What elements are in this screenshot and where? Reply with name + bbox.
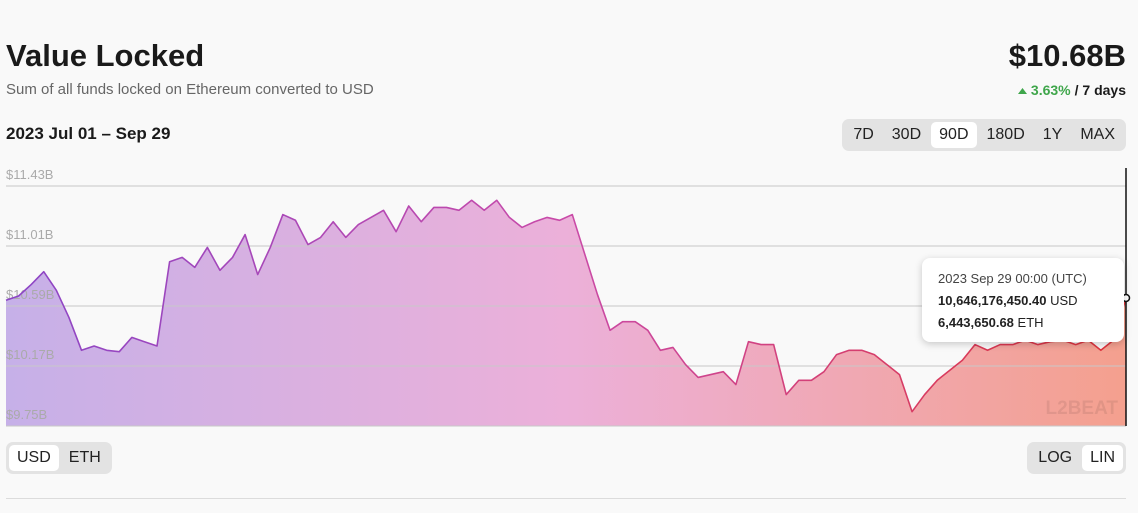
subtitle: Sum of all funds locked on Ethereum conv…	[6, 81, 374, 98]
range-button[interactable]: 180D	[986, 126, 1025, 143]
watermark: L2BEAT	[1046, 398, 1119, 419]
y-tick-label: $10.59B	[6, 287, 54, 302]
title: Value Locked	[6, 38, 205, 73]
tooltip-usd-value: 10,646,176,450.40	[938, 293, 1047, 308]
range-button[interactable]: 90D	[931, 122, 977, 148]
total-value: $10.68B	[1008, 38, 1126, 73]
date-range: 2023 Jul 01 – Sep 29	[6, 124, 171, 143]
scale-button[interactable]: LIN	[1082, 445, 1123, 471]
scale-button[interactable]: LOG	[1038, 449, 1073, 466]
range-button[interactable]: 7D	[853, 126, 874, 143]
range-selector: 7D 30D 90D 180D 1Y MAX	[842, 119, 1126, 151]
tooltip-usd-unit: USD	[1050, 293, 1078, 308]
divider	[6, 498, 1126, 499]
y-tick-label: $10.17B	[6, 347, 54, 362]
tooltip-eth: 6,443,650.68 ETH	[938, 312, 1108, 334]
y-tick-label: $11.01B	[6, 227, 53, 242]
tooltip: 2023 Sep 29 00:00 (UTC) 10,646,176,450.4…	[922, 258, 1124, 342]
range-button[interactable]: MAX	[1080, 126, 1115, 143]
tooltip-eth-value: 6,443,650.68	[938, 315, 1014, 330]
change-period: / 7 days	[1074, 82, 1126, 98]
area	[6, 200, 1126, 426]
line	[5, 199, 1127, 413]
scale-selector: LOG LIN	[1027, 442, 1126, 474]
currency-button[interactable]: USD	[9, 445, 59, 471]
y-tick-label: $11.43B	[6, 167, 53, 182]
y-tick-label: $9.75B	[6, 407, 47, 422]
tooltip-date: 2023 Sep 29 00:00 (UTC)	[938, 271, 1087, 286]
tooltip-usd: 10,646,176,450.40 USD	[938, 290, 1108, 312]
currency-selector: USD ETH	[6, 442, 112, 474]
range-button[interactable]: 1Y	[1042, 126, 1063, 143]
range-button[interactable]: 30D	[891, 126, 922, 143]
tooltip-eth-unit: ETH	[1017, 315, 1044, 330]
currency-button[interactable]: ETH	[68, 449, 101, 466]
change-value: 3.63%	[1030, 82, 1071, 98]
change: 3.63% / 7 days	[1017, 82, 1126, 98]
up-arrow	[1017, 87, 1027, 94]
